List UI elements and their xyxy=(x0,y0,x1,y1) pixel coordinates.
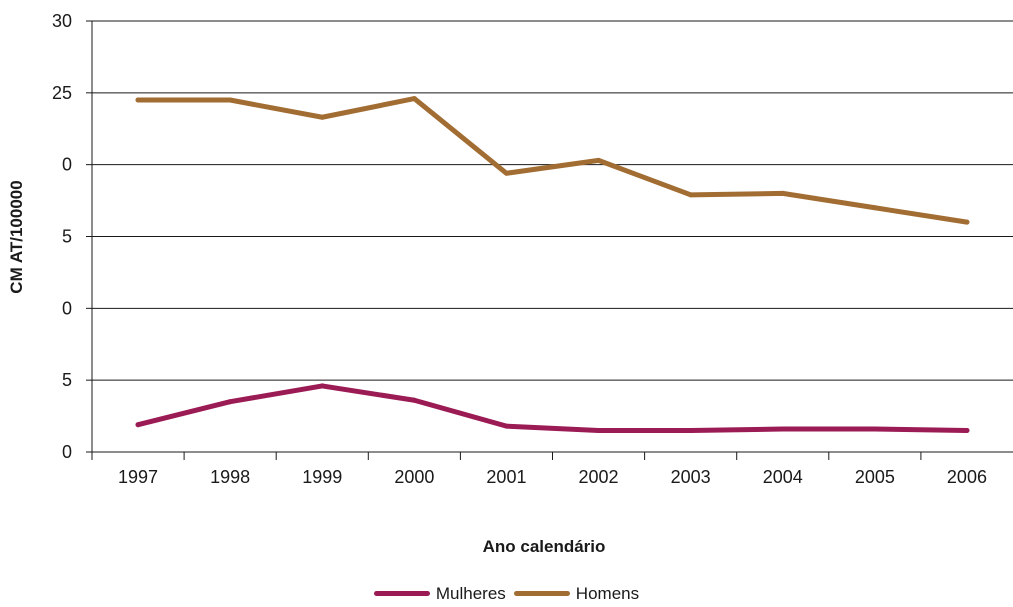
data-point-homens xyxy=(227,97,233,103)
y-tick-label: 5 xyxy=(62,227,72,247)
legend-label-mulheres: Mulheres xyxy=(435,583,506,603)
x-tick-label: 1998 xyxy=(210,467,250,487)
y-tick-label: 25 xyxy=(52,83,72,103)
data-point-mulheres xyxy=(411,397,417,403)
data-point-mulheres xyxy=(964,427,970,433)
x-axis-title: Ano calendário xyxy=(483,537,606,556)
legend-swatch-homens xyxy=(513,591,570,596)
data-point-mulheres xyxy=(227,399,233,405)
legend: Mulheres Homens xyxy=(0,580,1013,607)
x-tick-label: 1999 xyxy=(302,467,342,487)
data-point-homens xyxy=(411,96,417,102)
data-point-homens xyxy=(964,219,970,225)
series-lines xyxy=(135,96,970,433)
data-point-mulheres xyxy=(319,383,325,389)
data-point-homens xyxy=(596,157,602,163)
data-point-mulheres xyxy=(780,426,786,432)
data-point-homens xyxy=(872,205,878,211)
data-point-mulheres xyxy=(135,422,141,428)
y-tick-labels: 0 5 0 5 0 25 30 xyxy=(52,11,72,462)
legend-label-homens: Homens xyxy=(575,583,640,603)
y-tick-label: 0 xyxy=(62,155,72,175)
data-point-mulheres xyxy=(688,427,694,433)
data-point-homens xyxy=(319,114,325,120)
x-tick-label: 2003 xyxy=(671,467,711,487)
x-tick-labels: 1997 1998 1999 2000 2001 2002 2003 2004 2005 2006 xyxy=(118,467,987,487)
x-tick-label: 2001 xyxy=(486,467,526,487)
x-tick-label: 2002 xyxy=(579,467,619,487)
grid-lines xyxy=(92,20,1013,381)
data-point-homens xyxy=(688,192,694,198)
x-tick-label: 2004 xyxy=(763,467,803,487)
y-axis-title: CM AT/100000 xyxy=(7,180,26,293)
x-tick-label: 2000 xyxy=(394,467,434,487)
series-line-mulheres xyxy=(135,383,970,433)
series-line-homens xyxy=(135,96,970,225)
data-point-homens xyxy=(135,97,141,103)
data-point-mulheres xyxy=(872,426,878,432)
legend-item-mulheres: Mulheres xyxy=(373,583,506,604)
y-tick-label: 0 xyxy=(62,442,72,462)
x-tick-label: 1997 xyxy=(118,467,158,487)
x-tick-label: 2005 xyxy=(855,467,895,487)
y-tick-label: 30 xyxy=(52,11,72,31)
data-point-homens xyxy=(780,190,786,196)
x-tick-label: 2006 xyxy=(947,467,987,487)
y-tick-label: 5 xyxy=(62,370,72,390)
data-point-mulheres xyxy=(596,427,602,433)
legend-swatch-mulheres xyxy=(373,591,430,596)
legend-item-homens: Homens xyxy=(513,583,640,604)
data-point-homens xyxy=(503,170,509,176)
y-tick-label: 0 xyxy=(62,298,72,318)
data-point-mulheres xyxy=(503,423,509,429)
axes xyxy=(86,20,1013,460)
